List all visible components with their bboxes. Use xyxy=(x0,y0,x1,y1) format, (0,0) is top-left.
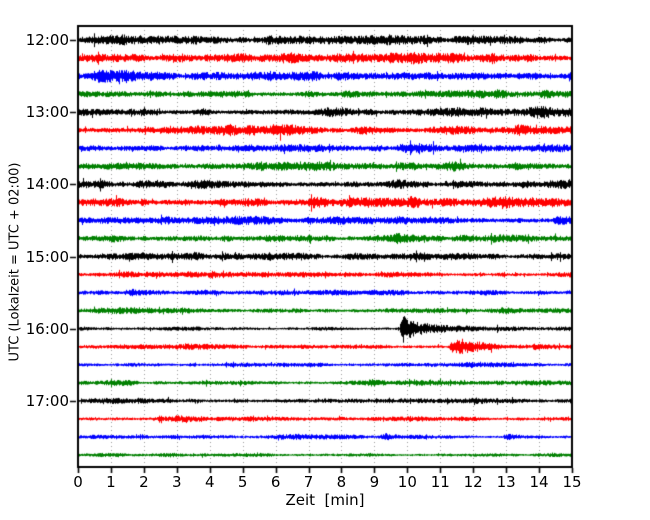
x-tick-label: 15 xyxy=(562,473,582,491)
x-axis-label: Zeit [min] xyxy=(285,491,365,509)
x-tick-label: 10 xyxy=(397,473,417,491)
x-tick-label: 0 xyxy=(73,473,83,491)
y-tick-label: 14:00 xyxy=(25,175,69,194)
y-tick-label: 12:00 xyxy=(25,31,69,49)
x-tick-label: 4 xyxy=(204,473,215,491)
x-tick-label: 11 xyxy=(430,473,450,491)
x-tick-label: 12 xyxy=(463,473,483,491)
x-tick-label: 1 xyxy=(106,473,116,491)
x-tick-label: 9 xyxy=(369,473,380,491)
x-tick-label: 2 xyxy=(139,473,149,491)
y-tick-label: 16:00 xyxy=(25,319,69,338)
y-tick-label: 17:00 xyxy=(25,391,69,410)
y-tick-label: 15:00 xyxy=(25,247,69,266)
x-tick-label: 13 xyxy=(496,473,516,491)
x-tick-label: 14 xyxy=(529,473,549,491)
x-tick-label: 6 xyxy=(270,473,281,491)
x-tick-label: 7 xyxy=(303,473,314,491)
x-tick-label: 3 xyxy=(172,473,182,491)
x-tick-label: 8 xyxy=(336,473,347,491)
x-tick-label: 5 xyxy=(237,473,248,491)
y-tick-label: 13:00 xyxy=(25,103,69,122)
